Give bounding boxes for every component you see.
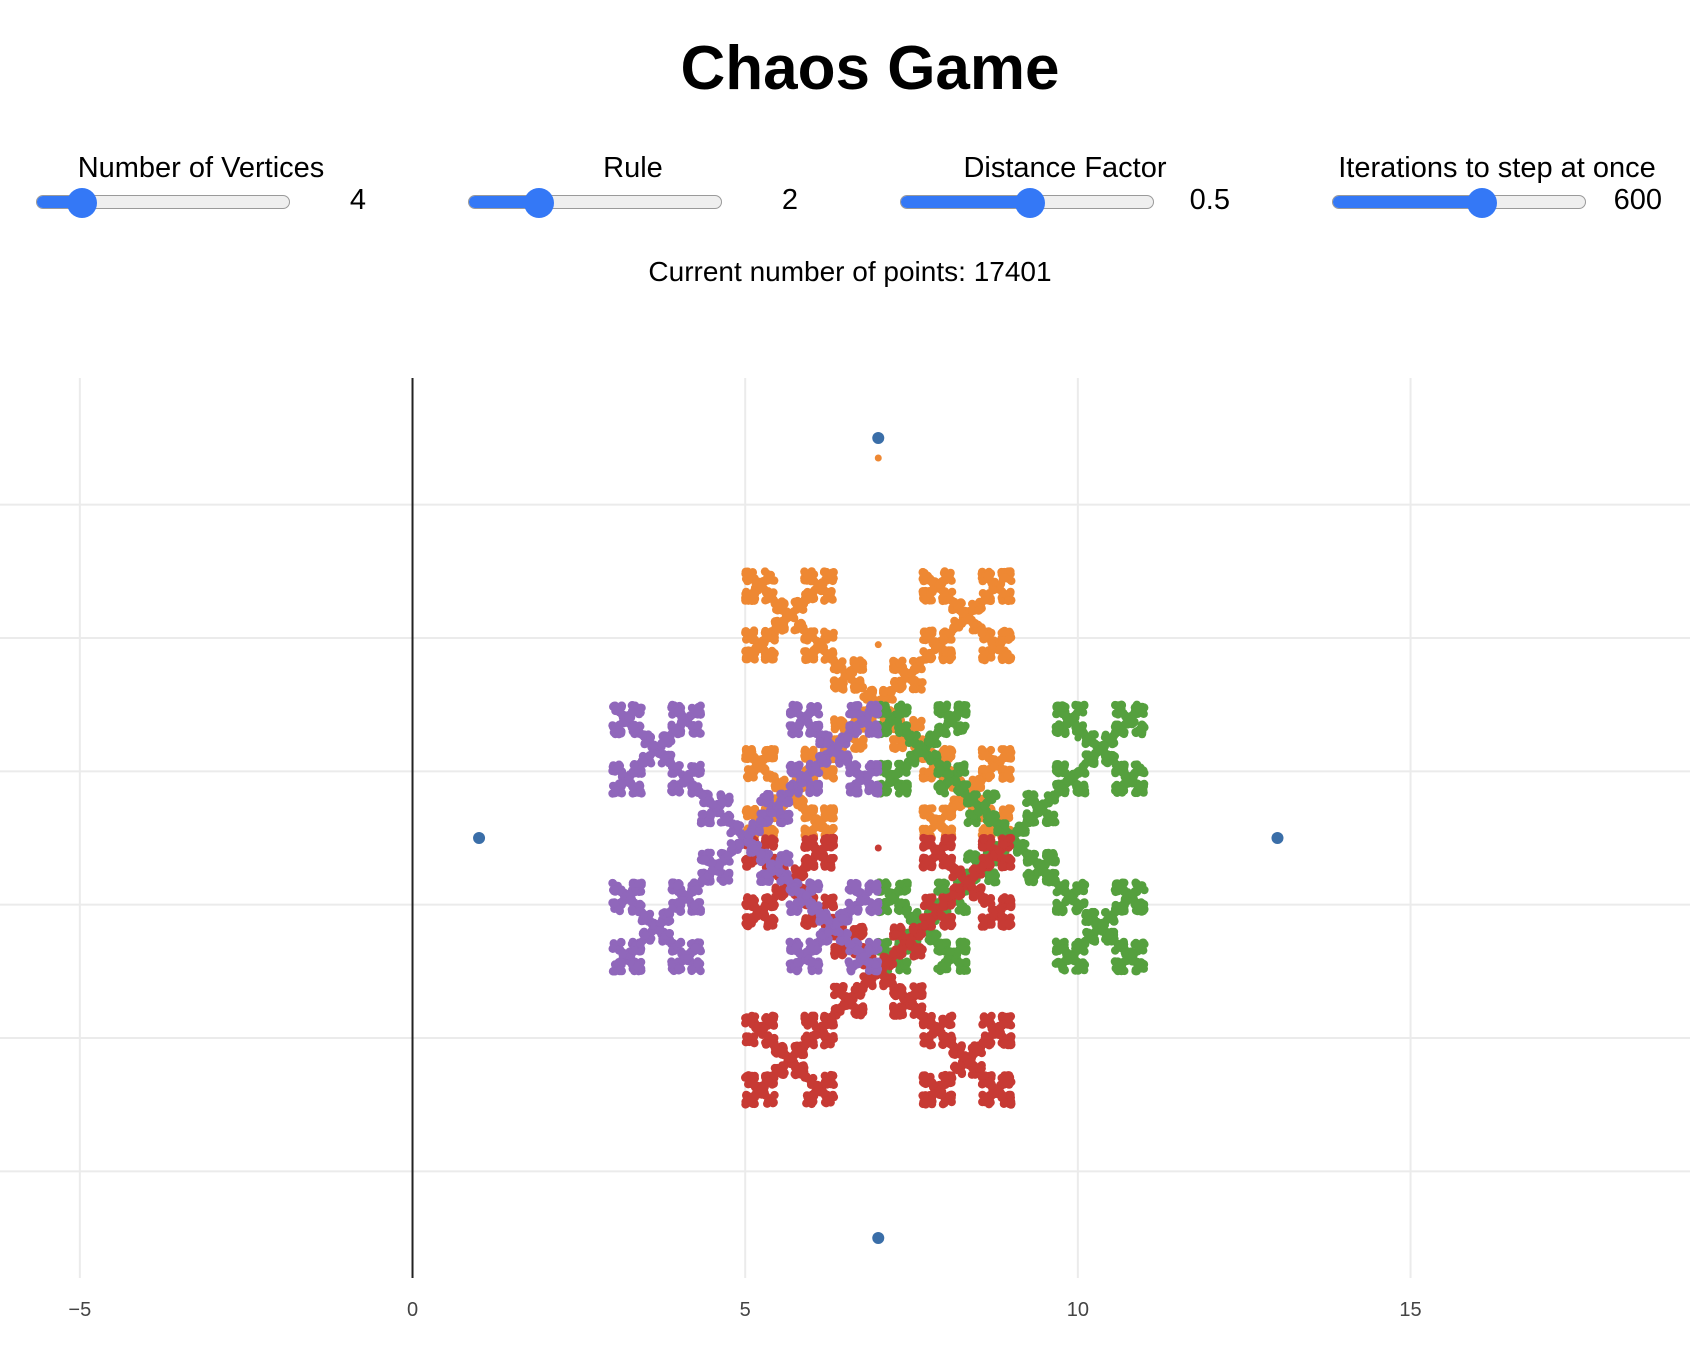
x-tick-label: −5 — [68, 1299, 91, 1321]
rule-slider-fill — [469, 196, 541, 208]
vertices-slider-thumb[interactable] — [66, 188, 97, 218]
rule-value: 2 — [781, 184, 798, 216]
vertex-point — [473, 832, 486, 844]
iterations-label: Iterations to step at once — [1338, 152, 1656, 184]
x-tick-label: 15 — [1399, 1299, 1421, 1321]
chaos-plot[interactable]: −5 0 5 10 15 — [0, 378, 1690, 1348]
rule-control: Rule 2 — [468, 148, 798, 228]
iterations-slider[interactable] — [1332, 195, 1586, 209]
point-count-value: 17401 — [973, 256, 1052, 287]
iterations-value: 600 — [1613, 184, 1662, 216]
iterations-slider-thumb[interactable] — [1466, 188, 1497, 218]
page-title: Chaos Game — [680, 34, 1060, 103]
stray-point — [1074, 734, 1082, 742]
distance-label: Distance Factor — [963, 152, 1167, 184]
distance-control: Distance Factor 0.5 — [900, 148, 1230, 228]
distance-value: 0.5 — [1189, 184, 1230, 216]
point-count-status: Current number of points: 17401 — [0, 258, 1690, 286]
vertex-point — [1271, 832, 1284, 844]
iterations-slider-fill — [1333, 196, 1483, 208]
distance-slider-fill — [901, 196, 1031, 208]
rule-label: Rule — [603, 152, 663, 184]
rule-slider[interactable] — [468, 195, 722, 209]
vertices-control: Number of Vertices 4 — [36, 148, 366, 228]
fractal-series-3 — [608, 700, 883, 976]
x-tick-label: 10 — [1067, 1299, 1089, 1321]
vertex-point — [872, 1232, 885, 1244]
rule-slider-thumb[interactable] — [524, 188, 555, 218]
iterations-control: Iterations to step at once 600 — [1332, 148, 1662, 228]
fractal-points — [608, 567, 1149, 1109]
x-tick-label: 0 — [407, 1299, 418, 1321]
stray-point — [874, 454, 882, 462]
stray-point — [874, 641, 882, 649]
stray-point — [874, 844, 882, 852]
x-tick-label: 5 — [740, 1299, 751, 1321]
vertex-point — [872, 432, 885, 444]
vertices-label: Number of Vertices — [77, 152, 325, 184]
distance-slider-thumb[interactable] — [1014, 188, 1045, 218]
vertices-value: 4 — [349, 184, 366, 216]
point-count-label: Current number of points: — [648, 256, 966, 287]
